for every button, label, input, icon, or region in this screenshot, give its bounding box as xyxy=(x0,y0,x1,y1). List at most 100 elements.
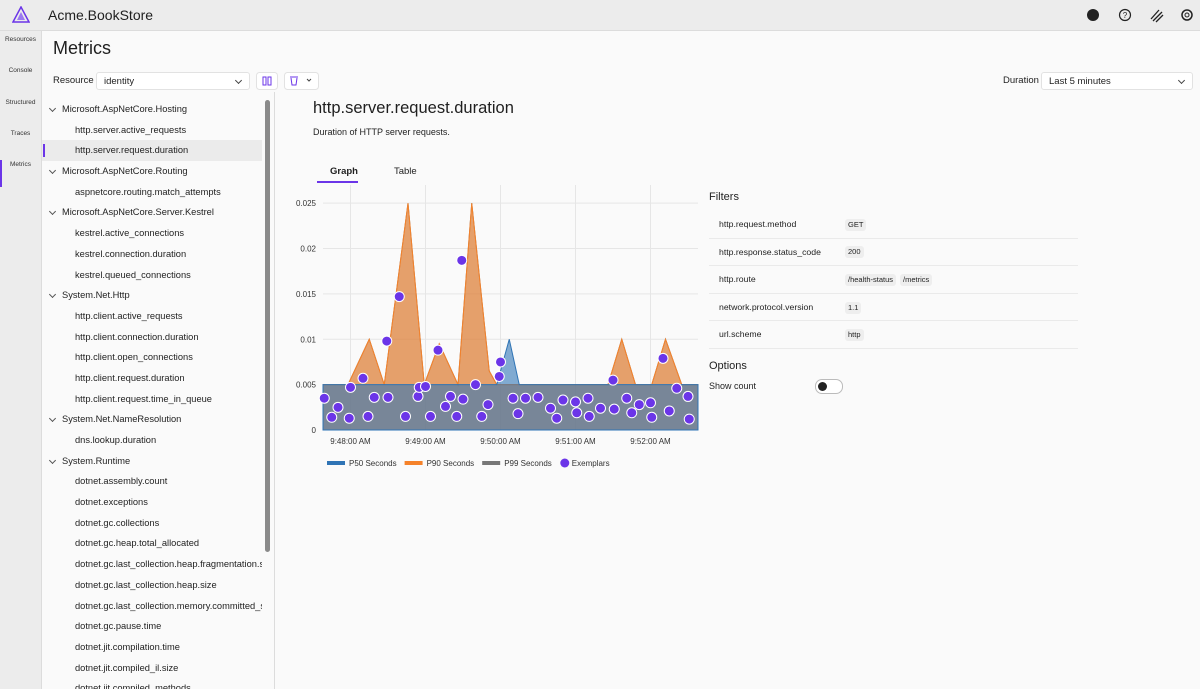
nav-item[interactable]: Metrics xyxy=(0,158,41,189)
exemplar-point[interactable] xyxy=(645,397,656,409)
exemplar-point[interactable] xyxy=(432,344,444,356)
exemplar-point[interactable] xyxy=(583,410,595,422)
tree-item[interactable]: http.client.active_requests xyxy=(75,310,183,321)
exemplar-point[interactable] xyxy=(557,394,569,406)
exemplar-point[interactable] xyxy=(445,390,456,402)
exemplar-point[interactable] xyxy=(476,410,488,422)
exemplar-point[interactable] xyxy=(482,399,494,411)
exemplar-point[interactable] xyxy=(362,410,374,422)
tree-group[interactable]: System.Net.Http xyxy=(42,285,262,306)
exemplar-point[interactable] xyxy=(532,391,544,403)
exemplar-point[interactable] xyxy=(626,407,638,419)
exemplar-point[interactable] xyxy=(682,390,694,402)
nav-item[interactable]: Traces xyxy=(0,127,41,158)
tree-item[interactable]: http.client.request.time_in_queue xyxy=(75,393,212,404)
exemplar-point[interactable] xyxy=(571,407,583,419)
y-tick-label: 0.015 xyxy=(296,290,317,299)
tree-item[interactable]: http.client.request.duration xyxy=(75,372,185,383)
exemplar-point[interactable] xyxy=(420,380,431,392)
filter-values: GET xyxy=(845,211,870,239)
exemplar-point[interactable] xyxy=(512,408,524,420)
tab[interactable]: Graph xyxy=(317,165,358,183)
tree-item[interactable]: dotnet.gc.last_collection.heap.size xyxy=(75,579,217,590)
exemplar-point[interactable] xyxy=(393,291,405,303)
legend-label: P99 Seconds xyxy=(504,459,552,468)
exemplar-point[interactable] xyxy=(663,405,675,417)
toggle-knob xyxy=(818,382,827,391)
exemplar-point[interactable] xyxy=(343,412,355,424)
tree-item[interactable]: dotnet.jit.compilation.time xyxy=(75,641,180,652)
tree-item[interactable]: http.client.open_connections xyxy=(75,352,193,363)
exemplar-point[interactable] xyxy=(657,352,669,364)
exemplar-point[interactable] xyxy=(470,379,481,391)
exemplar-point[interactable] xyxy=(633,399,645,411)
tree-item[interactable]: dotnet.jit.compiled_methods xyxy=(75,683,191,689)
tree-item[interactable]: dotnet.exceptions xyxy=(75,497,148,508)
exemplar-point[interactable] xyxy=(595,402,606,414)
tree-item[interactable]: dotnet.gc.heap.total_allocated xyxy=(75,538,200,549)
tree-item[interactable]: http.server.active_requests xyxy=(75,124,187,135)
exemplar-point[interactable] xyxy=(608,403,620,415)
duration-select[interactable]: Last 5 minutes xyxy=(1041,72,1193,90)
exemplar-point[interactable] xyxy=(582,392,594,404)
exemplar-point[interactable] xyxy=(382,391,394,403)
exemplar-point[interactable] xyxy=(683,413,695,425)
metric-title: http.server.request.duration xyxy=(313,99,514,117)
tree-item[interactable]: dns.lookup.duration xyxy=(75,435,157,445)
exemplar-point[interactable] xyxy=(493,370,505,382)
exemplar-point[interactable] xyxy=(495,356,506,368)
exemplar-point[interactable] xyxy=(326,411,338,423)
tree-group[interactable]: System.Runtime xyxy=(42,451,262,472)
filter-values: http xyxy=(845,321,868,349)
exemplar-point[interactable] xyxy=(607,374,619,386)
header-icons[interactable]: ? xyxy=(1085,7,1195,23)
tree-item[interactable]: http.server.request.duration xyxy=(42,140,262,162)
tree-item[interactable]: kestrel.queued_connections xyxy=(75,269,191,280)
exemplar-point[interactable] xyxy=(621,392,633,404)
exemplar-point[interactable] xyxy=(357,372,369,384)
tree-item[interactable]: dotnet.jit.compiled_il.size xyxy=(75,662,179,673)
exemplar-point[interactable] xyxy=(520,392,531,404)
exemplar-point[interactable] xyxy=(545,402,556,414)
resource-label: Resource xyxy=(53,75,94,86)
tree-group[interactable]: System.Net.NameResolution xyxy=(42,409,262,430)
toolbar-buttons[interactable] xyxy=(256,72,321,90)
tree-item[interactable]: dotnet.assembly.count xyxy=(75,476,168,487)
y-tick-label: 0.01 xyxy=(300,335,316,344)
tree-item[interactable]: kestrel.connection.duration xyxy=(75,248,187,259)
exemplar-point[interactable] xyxy=(425,410,436,422)
nav-item[interactable]: Console xyxy=(0,64,41,95)
exemplar-point[interactable] xyxy=(507,392,519,404)
tree-item[interactable]: kestrel.active_connections xyxy=(75,228,185,239)
tree-item[interactable]: dotnet.gc.last_collection.heap.fragmenta… xyxy=(75,559,262,570)
tree-item[interactable]: dotnet.gc.last_collection.memory.committ… xyxy=(75,600,262,611)
exemplar-point[interactable] xyxy=(551,412,563,424)
scrollbar[interactable] xyxy=(265,100,270,552)
exemplar-point[interactable] xyxy=(570,396,581,408)
exemplar-point[interactable] xyxy=(381,335,393,347)
exemplar-point[interactable] xyxy=(332,401,344,413)
exemplar-point[interactable] xyxy=(400,410,411,422)
exemplar-point[interactable] xyxy=(318,392,330,404)
exemplar-point[interactable] xyxy=(345,381,356,393)
tab[interactable]: Table xyxy=(393,166,417,177)
exemplar-point[interactable] xyxy=(412,390,424,402)
nav-item[interactable]: Resources xyxy=(0,33,41,64)
tree-group[interactable]: Microsoft.AspNetCore.Server.Kestrel xyxy=(42,202,262,223)
exemplar-point[interactable] xyxy=(456,254,468,266)
tree-group[interactable]: Microsoft.AspNetCore.Routing xyxy=(42,161,262,182)
tree-item[interactable]: dotnet.gc.pause.time xyxy=(75,621,162,632)
tree-group[interactable]: Microsoft.AspNetCore.Hosting xyxy=(42,99,262,120)
exemplar-point[interactable] xyxy=(646,411,658,423)
tree-item[interactable]: http.client.connection.duration xyxy=(75,331,199,342)
show-count-toggle[interactable] xyxy=(815,379,843,394)
tree-item[interactable]: dotnet.gc.collections xyxy=(75,517,160,528)
resource-select[interactable]: identity xyxy=(96,72,250,90)
tree-item[interactable]: aspnetcore.routing.match_attempts xyxy=(75,186,221,197)
nav-item[interactable]: Structured xyxy=(0,96,41,127)
exemplar-point[interactable] xyxy=(671,382,683,394)
exemplar-point[interactable] xyxy=(451,410,463,422)
exemplar-point[interactable] xyxy=(440,400,451,412)
exemplar-point[interactable] xyxy=(368,391,380,403)
exemplar-point[interactable] xyxy=(457,393,469,405)
